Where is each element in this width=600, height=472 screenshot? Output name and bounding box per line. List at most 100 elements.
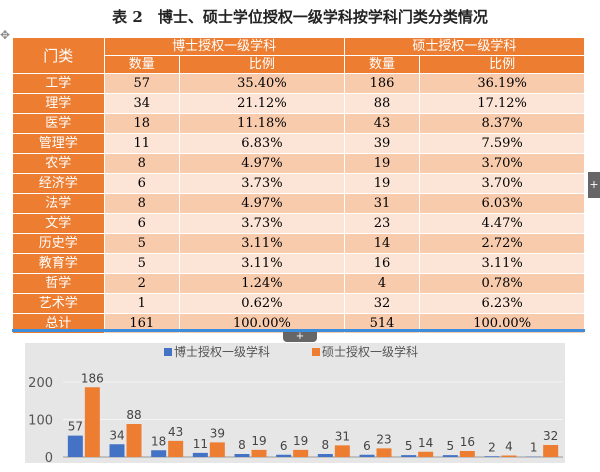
cell-phd-ratio: 35.40% [179, 73, 345, 94]
bar-phd [276, 454, 292, 457]
cell-category: 总计 [12, 313, 105, 334]
data-label: 5 [405, 439, 413, 453]
data-label: 43 [168, 425, 183, 439]
bar-phd [151, 450, 167, 457]
table-row: 法学 8 4.97% 31 6.03% [12, 193, 585, 214]
add-row-button[interactable]: + [283, 332, 317, 342]
cell-master-count: 19 [343, 173, 421, 194]
cell-phd-count: 1 [103, 293, 181, 314]
header-phd-ratio: 比例 [179, 55, 345, 74]
header-master: 硕士授权一级学科 [343, 37, 586, 56]
cell-phd-ratio: 0.62% [179, 293, 345, 314]
cell-master-count: 186 [343, 73, 421, 94]
data-label: 88 [126, 408, 141, 422]
data-label: 1 [530, 441, 538, 455]
bar-master [126, 424, 142, 457]
bar-phd [442, 455, 458, 457]
table-row: 理学 34 21.12% 88 17.12% [12, 93, 585, 114]
bar-master [251, 449, 267, 457]
cell-phd-count: 8 [103, 193, 181, 214]
bar-phd [109, 444, 125, 457]
selection-border [12, 329, 585, 332]
add-column-button[interactable]: + [588, 172, 600, 198]
legend-phd: 博士授权一级学科 [174, 344, 270, 359]
cell-phd-ratio: 4.97% [179, 193, 345, 214]
cell-category: 文学 [12, 213, 105, 234]
cell-category: 农学 [12, 153, 105, 174]
bar-phd [484, 456, 500, 457]
bar-phd [401, 455, 417, 457]
cell-master-count: 19 [343, 153, 421, 174]
bar-phd [317, 454, 333, 457]
table-row: 文学 6 3.73% 23 4.47% [12, 213, 585, 234]
cell-phd-ratio: 4.97% [179, 153, 345, 174]
cell-category: 历史学 [12, 233, 105, 254]
cell-phd-ratio: 6.83% [179, 133, 345, 154]
cell-master-ratio: 0.78% [419, 273, 585, 294]
cell-phd-count: 18 [103, 113, 181, 134]
cell-phd-count: 8 [103, 153, 181, 174]
data-label: 2 [488, 440, 496, 454]
table-row: 工学 57 35.40% 186 36.19% [12, 73, 585, 94]
data-label: 6 [280, 439, 288, 453]
bar-phd [359, 454, 375, 457]
cell-phd-count: 57 [103, 73, 181, 94]
cell-category: 法学 [12, 193, 105, 214]
move-handle-icon[interactable]: ✥ [0, 28, 11, 42]
table-row: 总计 161 100.00% 514 100.00% [12, 313, 585, 334]
data-label: 5 [447, 439, 455, 453]
cell-category: 艺术学 [12, 293, 105, 314]
cell-category: 哲学 [12, 273, 105, 294]
y-tick-label: 100 [28, 414, 53, 429]
cell-master-ratio: 100.00% [419, 313, 585, 334]
cell-phd-count: 34 [103, 93, 181, 114]
cell-phd-count: 5 [103, 233, 181, 254]
cell-master-ratio: 3.70% [419, 153, 585, 174]
cell-master-count: 16 [343, 253, 421, 274]
bar-master [209, 442, 225, 457]
cell-phd-ratio: 100.00% [179, 313, 345, 334]
y-tick-label: 200 [28, 376, 53, 391]
legend-master: 硕士授权一级学科 [322, 344, 418, 359]
bar-master [168, 440, 184, 457]
cell-phd-count: 6 [103, 173, 181, 194]
data-label: 4 [505, 440, 513, 454]
cell-master-ratio: 4.47% [419, 213, 585, 234]
cell-phd-ratio: 3.73% [179, 213, 345, 234]
cell-category: 工学 [12, 73, 105, 94]
cell-category: 理学 [12, 93, 105, 114]
bar-phd [192, 452, 208, 457]
data-label: 11 [193, 437, 208, 451]
cell-master-ratio: 8.37% [419, 113, 585, 134]
bar-master [84, 387, 100, 457]
data-label: 18 [151, 434, 166, 448]
bar-phd [67, 435, 83, 457]
cell-phd-ratio: 1.24% [179, 273, 345, 294]
legend-swatch-phd [164, 348, 172, 356]
cell-master-ratio: 36.19% [419, 73, 585, 94]
header-phd: 博士授权一级学科 [103, 37, 345, 56]
data-label: 19 [293, 434, 308, 448]
data-label: 8 [322, 438, 330, 452]
data-label: 23 [376, 432, 391, 446]
cell-phd-count: 5 [103, 253, 181, 274]
bar-master [334, 445, 350, 457]
cell-category: 医学 [12, 113, 105, 134]
cell-category: 经济学 [12, 173, 105, 194]
data-label: 57 [68, 420, 83, 434]
data-label: 31 [335, 429, 350, 443]
header-master-ratio: 比例 [419, 55, 585, 74]
cell-master-ratio: 3.11% [419, 253, 585, 274]
cell-phd-count: 6 [103, 213, 181, 234]
table-row: 医学 18 11.18% 43 8.37% [12, 113, 585, 134]
cell-master-count: 4 [343, 273, 421, 294]
header-category: 门类 [12, 37, 105, 74]
cell-master-count: 23 [343, 213, 421, 234]
data-label: 8 [238, 438, 246, 452]
data-label: 34 [109, 428, 124, 442]
bar-master [293, 449, 309, 457]
legend-swatch-master [312, 348, 320, 356]
header-phd-count: 数量 [103, 55, 181, 74]
table-row: 农学 8 4.97% 19 3.70% [12, 153, 585, 174]
data-label: 32 [543, 429, 558, 443]
